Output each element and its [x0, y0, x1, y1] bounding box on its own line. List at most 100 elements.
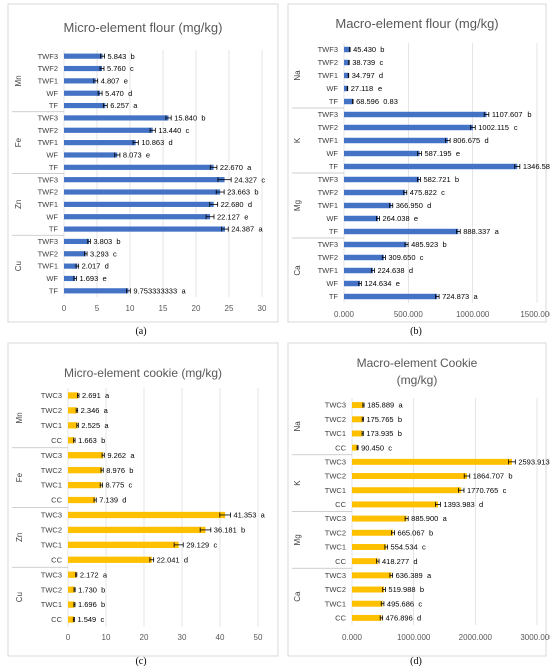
category-label: CC [51, 615, 62, 624]
value-label: 8.775 [105, 481, 124, 490]
value-label: 27.118 [351, 84, 373, 93]
value-label: 476.896 [386, 614, 413, 623]
significance-letter: a [495, 227, 500, 236]
category-label: CC [335, 557, 346, 566]
value-label: 185.889 [367, 401, 394, 410]
significance-letter: d [417, 614, 421, 623]
significance-letter: c [420, 253, 424, 262]
bar [344, 98, 353, 105]
category-label: TWC3 [41, 391, 62, 400]
category-label: WF [326, 214, 338, 223]
category-label: TWF3 [38, 237, 58, 246]
category-label: CC [51, 436, 62, 445]
category-label: TWC3 [325, 401, 346, 410]
significance-letter: d [105, 262, 109, 271]
bar [68, 616, 74, 623]
x-tick-label: 3000.000 [520, 633, 550, 642]
category-label: TWC2 [325, 472, 346, 481]
category-label: TF [329, 292, 339, 301]
significance-letter: e [396, 279, 400, 288]
panel-frame [287, 342, 547, 657]
category-label: TWC1 [41, 481, 62, 490]
bar [344, 137, 448, 144]
significance-letter: a [103, 570, 108, 579]
value-label: 1.549 [77, 615, 96, 624]
significance-letter: d [248, 200, 252, 209]
group-label: K [293, 480, 302, 486]
significance-letter: e [414, 214, 418, 223]
value-label: 7.139 [99, 496, 118, 505]
bar [68, 467, 103, 474]
category-label: WF [46, 151, 58, 160]
significance-letter: b [420, 585, 424, 594]
bar [344, 72, 349, 79]
category-label: TWC3 [41, 451, 62, 460]
value-label: 34.797 [352, 71, 375, 80]
bar [64, 251, 86, 257]
value-label: 888.337 [463, 227, 490, 236]
bar [352, 515, 407, 522]
category-label: TWC3 [325, 457, 346, 466]
chart-title-line: (mg/kg) [397, 373, 438, 387]
chart-d: Macro-element Cookie (mg/kg) 0.000 1000.000… [287, 342, 550, 657]
significance-letter: c [213, 540, 217, 549]
value-label: 724.873 [442, 292, 469, 301]
significance-letter: a [258, 225, 263, 234]
bar [68, 601, 75, 608]
bar [64, 275, 76, 282]
value-label: 582.721 [424, 175, 451, 184]
significance-letter: a [443, 514, 448, 523]
chart-title: Micro-element flour (mg/kg) [64, 20, 223, 35]
chart-title: Macro-element flour (mg/kg) [335, 16, 498, 31]
category-label: TF [329, 162, 339, 171]
significance-letter: d [128, 89, 132, 98]
x-tick-label: 20 [140, 633, 149, 642]
value-label: 24.387 [231, 225, 254, 234]
group-label: Mg [293, 200, 302, 211]
value-label: 309.650 [388, 253, 415, 262]
significance-letter: c [388, 443, 392, 452]
x-tick-label: 500.000 [394, 310, 423, 319]
x-tick-label: 0 [66, 633, 71, 642]
value-label: 22.127 [217, 212, 240, 221]
category-label: TWC2 [325, 415, 346, 424]
category-label: TWF1 [318, 201, 338, 210]
x-tick-label: 10 [126, 304, 135, 313]
bar [64, 263, 78, 269]
category-label: TWC1 [325, 486, 346, 495]
value-label: 9.262 [107, 451, 126, 460]
category-label: WF [46, 212, 58, 221]
group-label: Mg [293, 534, 302, 545]
value-label: 806.675 [453, 136, 480, 145]
significance-letter: b [101, 585, 105, 594]
significance-letter: c [441, 188, 445, 197]
bar [344, 228, 459, 235]
significance-letter: e [102, 274, 106, 283]
category-label: CC [51, 496, 62, 505]
bar [64, 189, 221, 195]
value-label: 554.534 [391, 543, 418, 552]
value-label: 1864.707 [473, 472, 504, 481]
significance-letter: c [261, 175, 265, 184]
bar [64, 288, 129, 294]
significance-letter: b [429, 528, 433, 537]
group-label: Ca [293, 265, 302, 276]
significance-letter: c [379, 58, 383, 67]
category-label: TF [329, 97, 339, 106]
category-label: TF [49, 225, 59, 234]
bar [68, 437, 75, 444]
value-label: 2.346 [81, 406, 100, 415]
group-label: Cu [15, 592, 24, 602]
bar [68, 452, 104, 459]
category-label: TWF3 [318, 175, 338, 184]
category-label: TWC3 [325, 571, 346, 580]
bar [68, 392, 79, 399]
panel-caption: (c) [135, 656, 146, 667]
bar [352, 586, 385, 593]
value-label: 1.730 [78, 585, 97, 594]
bar [352, 543, 387, 550]
chart-c: Micro-element cookie (mg/kg) 0 10 20 30 40 50 M… [7, 342, 279, 657]
group-label: Ca [293, 591, 302, 602]
category-label: TWC1 [325, 543, 346, 552]
